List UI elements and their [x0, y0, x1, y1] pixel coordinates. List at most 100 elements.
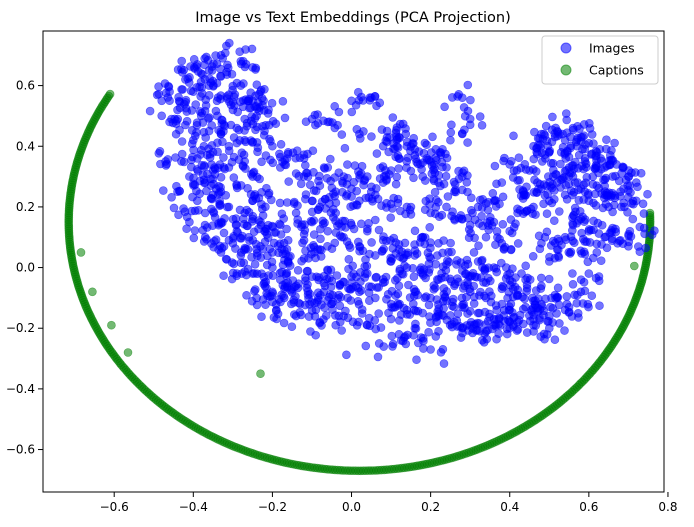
image-point — [420, 138, 430, 148]
image-point — [237, 269, 247, 278]
image-point — [594, 272, 604, 281]
image-point — [628, 214, 638, 224]
image-point — [439, 236, 448, 245]
image-point — [237, 234, 246, 243]
image-point — [460, 125, 469, 135]
image-point — [241, 59, 251, 69]
image-point — [513, 239, 523, 248]
x-tick-label: 0.0 — [342, 500, 361, 514]
image-point — [207, 121, 216, 130]
image-point — [568, 269, 577, 278]
image-point — [545, 177, 554, 187]
image-point — [221, 254, 231, 264]
image-point — [499, 311, 509, 320]
image-point — [416, 263, 426, 272]
image-point — [416, 233, 426, 243]
image-point — [251, 240, 261, 249]
image-point — [424, 259, 434, 269]
image-point — [381, 136, 391, 146]
image-point — [633, 182, 642, 192]
image-point — [379, 232, 388, 241]
image-point — [245, 236, 254, 245]
image-point — [236, 251, 246, 260]
y-tick-label: −0.2 — [6, 321, 35, 335]
image-point — [172, 181, 181, 191]
image-point — [518, 304, 528, 314]
image-point — [378, 162, 388, 171]
image-point — [217, 115, 226, 125]
image-point — [493, 233, 502, 242]
image-point — [440, 102, 449, 112]
image-point — [388, 339, 398, 349]
image-point — [447, 93, 457, 102]
image-point — [427, 169, 437, 178]
image-point — [466, 95, 475, 105]
image-point — [348, 261, 358, 271]
image-point — [173, 65, 183, 74]
image-point — [354, 299, 364, 309]
image-point — [325, 117, 334, 126]
image-point — [514, 153, 524, 162]
image-point — [267, 98, 277, 108]
plot-area — [42, 30, 665, 493]
image-point — [570, 203, 580, 213]
image-point — [359, 180, 368, 190]
image-point — [469, 248, 479, 257]
image-point — [439, 304, 448, 313]
image-point — [447, 120, 456, 130]
image-point — [282, 224, 291, 234]
image-point — [335, 280, 345, 289]
image-point — [582, 237, 591, 246]
image-point — [557, 175, 567, 184]
image-point — [553, 234, 563, 244]
image-point — [591, 151, 601, 160]
image-point — [342, 350, 351, 360]
image-point — [576, 275, 586, 285]
image-point — [258, 211, 268, 220]
image-point — [279, 318, 289, 328]
image-point — [386, 314, 396, 324]
image-point — [190, 63, 199, 72]
image-point — [418, 172, 428, 181]
image-point — [171, 119, 181, 128]
image-point — [406, 166, 416, 176]
image-point — [260, 85, 269, 94]
image-point — [511, 273, 520, 282]
chart-title: Image vs Text Embeddings (PCA Projection… — [195, 10, 511, 26]
image-point — [222, 41, 231, 51]
image-point — [370, 92, 380, 101]
image-point — [189, 233, 199, 243]
image-point — [623, 193, 633, 202]
image-point — [154, 82, 163, 91]
image-point — [474, 241, 483, 250]
image-point — [302, 266, 312, 276]
image-point — [462, 178, 472, 187]
image-point — [161, 88, 171, 98]
image-point — [313, 205, 323, 214]
image-point — [580, 286, 590, 296]
x-tick-label: 0.6 — [579, 500, 598, 514]
caption-outlier-point — [76, 248, 86, 257]
image-point — [219, 127, 228, 136]
image-point — [552, 309, 561, 318]
caption-outlier-point — [256, 369, 265, 379]
image-point — [447, 247, 456, 257]
image-point — [322, 174, 332, 183]
legend: Images Captions — [541, 35, 659, 85]
image-point — [584, 119, 594, 128]
image-point — [408, 263, 418, 273]
image-point — [424, 300, 434, 310]
image-point — [412, 355, 421, 365]
image-point — [268, 116, 278, 126]
image-point — [595, 301, 604, 311]
image-point — [281, 279, 290, 288]
image-point — [331, 228, 341, 237]
image-point — [330, 238, 340, 248]
image-point — [640, 229, 649, 239]
image-point — [561, 235, 571, 244]
image-point — [379, 172, 389, 181]
image-point — [391, 152, 401, 162]
image-point — [460, 261, 470, 271]
image-point — [195, 189, 204, 199]
